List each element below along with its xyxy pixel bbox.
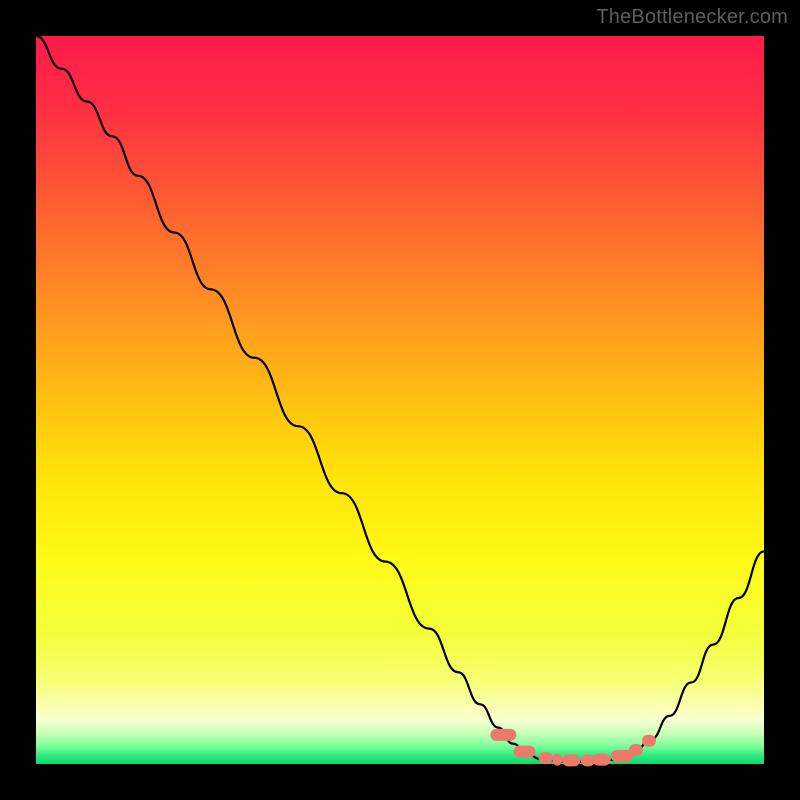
plot-area-gradient <box>36 36 764 764</box>
optimal-range-marker <box>642 735 656 747</box>
optimal-range-marker <box>593 754 611 766</box>
optimal-range-marker <box>539 752 553 764</box>
optimal-range-marker <box>513 746 535 758</box>
attribution-label: TheBottlenecker.com <box>596 6 788 29</box>
optimal-range-marker <box>490 729 516 741</box>
optimal-range-marker <box>562 754 580 766</box>
optimal-range-marker <box>552 754 562 766</box>
bottleneck-chart <box>0 0 800 800</box>
optimal-range-marker <box>629 744 643 756</box>
